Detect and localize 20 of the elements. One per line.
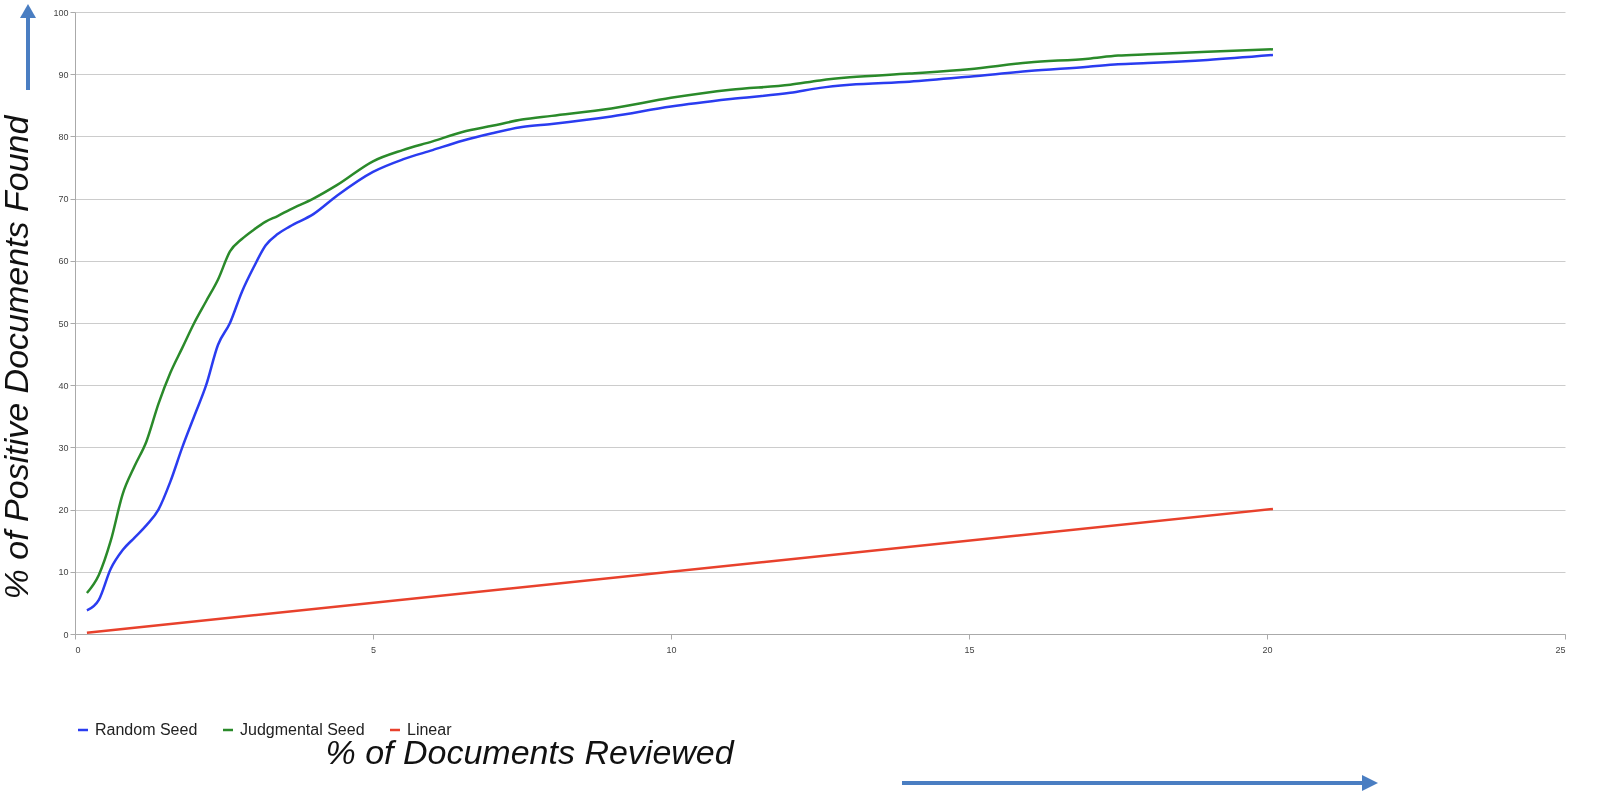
y-tick-label: 100 bbox=[53, 7, 69, 18]
legend-label: Random Seed bbox=[95, 721, 198, 738]
x-tick-label: 20 bbox=[1262, 644, 1273, 655]
y-tick-label: 40 bbox=[58, 380, 69, 391]
y-tick-label: 80 bbox=[58, 131, 69, 142]
x-tick-label: 10 bbox=[666, 644, 677, 655]
y-tick-label: 0 bbox=[63, 629, 69, 640]
y-tick-label: 60 bbox=[58, 256, 69, 267]
y-tick-label: 20 bbox=[58, 505, 69, 516]
x-tick-label: 15 bbox=[964, 644, 975, 655]
x-tick-label: 5 bbox=[370, 644, 377, 655]
x-tick-label: 0 bbox=[75, 644, 81, 655]
x-tick-label: 25 bbox=[1555, 644, 1566, 655]
y-tick-label: 30 bbox=[58, 442, 69, 453]
y-tick-label: 10 bbox=[58, 567, 69, 578]
y-tick-label: 50 bbox=[58, 318, 69, 329]
y-tick-label: 90 bbox=[58, 69, 69, 80]
y-tick-label: 70 bbox=[58, 194, 69, 205]
legend-label: Linear bbox=[407, 721, 453, 738]
y-axis-title: % of Positive Documents Found bbox=[0, 114, 36, 600]
